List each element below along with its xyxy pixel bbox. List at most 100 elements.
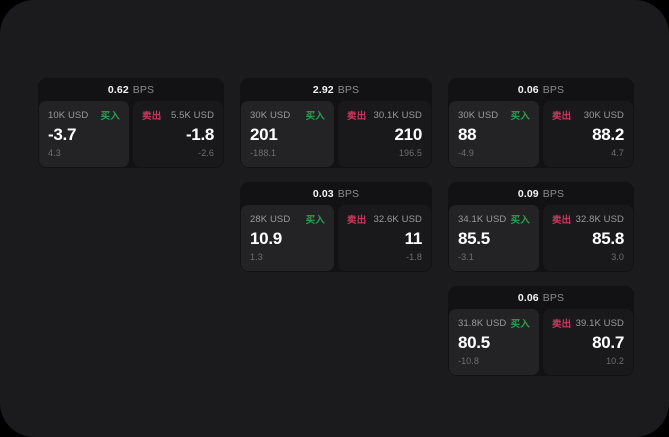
bps-unit-label: BPS xyxy=(337,187,360,200)
quote-pair: 30K USD 买入 201 -188.1 卖出 30.1K USD 210 1… xyxy=(240,101,432,168)
spread-board: 0.62 BPS 10K USD 买入 -3.7 4.3 卖出 xyxy=(38,78,634,376)
buy-quote-header: 28K USD 买入 xyxy=(250,213,325,227)
spread-card[interactable]: 0.06 BPS 30K USD 买入 88 -4.9 卖出 xyxy=(447,78,634,168)
buy-quote-header: 10K USD 买入 xyxy=(48,109,120,123)
sell-delta: 10.2 xyxy=(606,356,624,366)
buy-quote[interactable]: 10K USD 买入 -3.7 4.3 xyxy=(39,101,130,167)
buy-side-label: 买入 xyxy=(305,111,325,122)
buy-quote[interactable]: 28K USD 买入 10.9 1.3 xyxy=(241,205,334,271)
sell-side-label: 卖出 xyxy=(142,111,162,122)
sell-quote[interactable]: 卖出 39.1K USD 80.7 10.2 xyxy=(542,309,633,375)
sell-size-label: 32.8K USD xyxy=(575,213,624,225)
bps-value: 0.06 xyxy=(517,83,539,96)
sell-delta: -2.6 xyxy=(198,148,215,158)
sell-price: 210 xyxy=(394,125,423,144)
sell-price: -1.8 xyxy=(185,125,215,144)
sell-quote[interactable]: 卖出 32.6K USD 11 -1.8 xyxy=(338,205,431,271)
sell-quote[interactable]: 卖出 5.5K USD -1.8 -2.6 xyxy=(133,101,224,167)
sell-price: 85.8 xyxy=(592,229,624,248)
quote-pair: 10K USD 买入 -3.7 4.3 卖出 5.5K USD -1.8 -2.… xyxy=(38,101,224,168)
buy-size-label: 30K USD xyxy=(250,109,291,121)
buy-quote[interactable]: 30K USD 买入 88 -4.9 xyxy=(448,101,539,167)
sell-quote-header: 卖出 39.1K USD xyxy=(551,317,624,331)
sell-side-label: 卖出 xyxy=(551,215,572,226)
bps-value: 2.92 xyxy=(312,83,334,96)
spread-column: 0.06 BPS 30K USD 买入 88 -4.9 卖出 xyxy=(447,78,634,376)
buy-delta: -10.8 xyxy=(457,356,479,366)
card-header: 2.92 BPS xyxy=(240,78,432,101)
buy-size-label: 28K USD xyxy=(250,213,291,225)
sell-price: 11 xyxy=(404,229,423,248)
sell-quote-header: 卖出 32.8K USD xyxy=(551,213,624,227)
bps-unit-label: BPS xyxy=(542,83,565,96)
buy-quote[interactable]: 30K USD 买入 201 -188.1 xyxy=(241,101,334,167)
sell-quote[interactable]: 卖出 30K USD 88.2 4.7 xyxy=(542,101,633,167)
sell-quote-header: 卖出 30K USD xyxy=(551,109,624,123)
spread-card[interactable]: 0.09 BPS 34.1K USD 买入 85.5 -3.1 卖出 xyxy=(447,182,634,272)
buy-price: 10.9 xyxy=(250,229,282,248)
spread-column: 2.92 BPS 30K USD 买入 201 -188.1 卖出 xyxy=(240,78,432,272)
buy-price: 85.5 xyxy=(457,229,490,248)
sell-side-label: 卖出 xyxy=(347,111,367,122)
buy-size-label: 31.8K USD xyxy=(457,317,507,329)
buy-quote[interactable]: 34.1K USD 买入 85.5 -3.1 xyxy=(448,205,539,271)
sell-size-label: 32.6K USD xyxy=(373,213,422,225)
buy-quote-header: 30K USD 买入 xyxy=(250,109,325,123)
buy-quote-header: 31.8K USD 买入 xyxy=(457,317,530,331)
buy-delta: -3.1 xyxy=(457,252,474,262)
buy-price: 88 xyxy=(457,125,477,144)
sell-delta: 3.0 xyxy=(611,252,624,262)
sell-side-label: 卖出 xyxy=(551,111,572,122)
buy-quote[interactable]: 31.8K USD 买入 80.5 -10.8 xyxy=(448,309,539,375)
bps-value: 0.03 xyxy=(312,187,334,200)
bps-unit-label: BPS xyxy=(542,187,565,200)
card-header: 0.06 BPS xyxy=(447,78,634,101)
sell-delta: 196.5 xyxy=(398,148,422,158)
quote-pair: 34.1K USD 买入 85.5 -3.1 卖出 32.8K USD 85.8… xyxy=(448,205,634,272)
buy-delta: -188.1 xyxy=(250,148,277,158)
card-header: 0.03 BPS xyxy=(240,182,432,205)
bps-unit-label: BPS xyxy=(542,291,565,304)
buy-side-label: 买入 xyxy=(510,319,530,330)
buy-delta: 4.3 xyxy=(48,148,61,158)
sell-quote-header: 卖出 5.5K USD xyxy=(142,109,215,123)
sell-price: 88.2 xyxy=(592,125,624,144)
buy-quote-header: 30K USD 买入 xyxy=(458,109,530,123)
quote-pair: 31.8K USD 买入 80.5 -10.8 卖出 39.1K USD 80.… xyxy=(448,309,634,376)
buy-side-label: 买入 xyxy=(510,111,530,122)
spread-card[interactable]: 2.92 BPS 30K USD 买入 201 -188.1 卖出 xyxy=(240,78,432,168)
buy-side-label: 买入 xyxy=(510,215,530,226)
buy-quote-header: 34.1K USD 买入 xyxy=(457,213,530,227)
buy-price: -3.7 xyxy=(48,125,77,144)
buy-size-label: 34.1K USD xyxy=(457,213,507,225)
sell-quote[interactable]: 卖出 30.1K USD 210 196.5 xyxy=(338,101,431,167)
sell-quote[interactable]: 卖出 32.8K USD 85.8 3.0 xyxy=(542,205,633,271)
sell-side-label: 卖出 xyxy=(347,215,367,226)
buy-price: 80.5 xyxy=(457,333,490,352)
quote-pair: 28K USD 买入 10.9 1.3 卖出 32.6K USD 11 -1.8 xyxy=(240,205,432,272)
spread-card[interactable]: 0.06 BPS 31.8K USD 买入 80.5 -10.8 卖 xyxy=(447,286,634,376)
spread-card[interactable]: 0.62 BPS 10K USD 买入 -3.7 4.3 卖出 xyxy=(38,78,225,168)
buy-size-label: 10K USD xyxy=(48,109,89,121)
buy-price: 201 xyxy=(250,125,278,144)
card-header: 0.06 BPS xyxy=(447,286,634,309)
sell-side-label: 卖出 xyxy=(551,319,572,330)
sell-quote-header: 卖出 32.6K USD xyxy=(347,213,422,227)
bps-unit-label: BPS xyxy=(337,83,360,96)
spread-column: 0.62 BPS 10K USD 买入 -3.7 4.3 卖出 xyxy=(38,78,225,168)
sell-delta: 4.7 xyxy=(611,148,624,158)
sell-price: 80.7 xyxy=(592,333,624,352)
sell-size-label: 5.5K USD xyxy=(170,109,215,121)
sell-delta: -1.8 xyxy=(406,252,422,262)
buy-delta: -4.9 xyxy=(457,148,474,158)
sell-size-label: 30.1K USD xyxy=(373,109,422,121)
spread-card[interactable]: 0.03 BPS 28K USD 买入 10.9 1.3 卖出 xyxy=(240,182,432,272)
card-header: 0.62 BPS xyxy=(38,78,225,101)
bps-value: 0.06 xyxy=(517,291,539,304)
bps-unit-label: BPS xyxy=(132,83,155,96)
card-header: 0.09 BPS xyxy=(447,182,634,205)
sell-quote-header: 卖出 30.1K USD xyxy=(347,109,422,123)
bps-value: 0.09 xyxy=(517,187,539,200)
bps-value: 0.62 xyxy=(107,83,129,96)
